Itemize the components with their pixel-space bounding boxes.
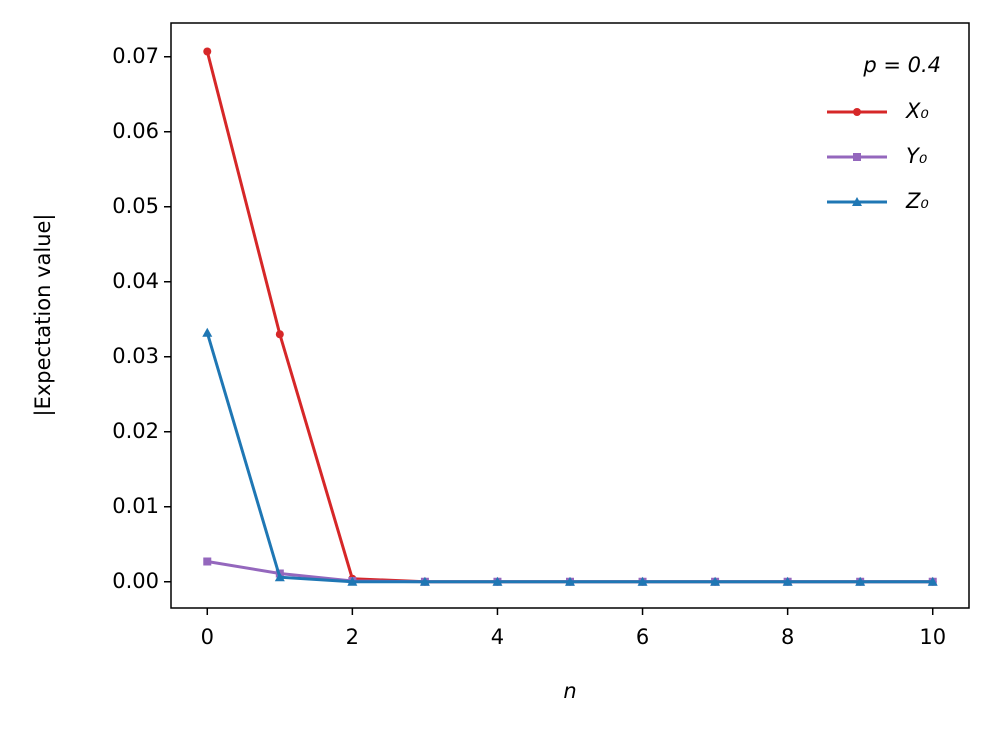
plot-frame	[170, 22, 970, 609]
data-point	[637, 576, 648, 586]
data-point	[347, 576, 358, 586]
data-point	[492, 576, 503, 586]
y-tick-label: 0.01	[112, 494, 159, 518]
x-tick-label: 4	[491, 625, 504, 649]
data-point	[419, 576, 430, 586]
y-tick-label: 0.02	[112, 419, 159, 443]
x-tick-label: 6	[636, 625, 649, 649]
data-point	[275, 330, 284, 339]
data-point	[565, 576, 575, 586]
data-point	[710, 576, 721, 586]
x-tick-label: 10	[919, 625, 946, 649]
x-tick-label: 8	[781, 625, 794, 649]
legend-marker	[853, 108, 861, 116]
data-point	[203, 47, 212, 56]
y-tick-label: 0.04	[112, 269, 159, 293]
legend-label: Y₀	[906, 144, 928, 168]
x-tick-label: 0	[201, 625, 214, 649]
data-point	[203, 557, 212, 566]
data-point	[855, 576, 866, 586]
series-line	[205, 51, 933, 584]
data-point	[274, 572, 285, 582]
x-axis-label: n	[563, 679, 576, 703]
legend-label: X₀	[905, 99, 929, 123]
x-tick-label: 2	[346, 625, 359, 649]
legend-label: Z₀	[905, 189, 929, 213]
legend-marker	[853, 153, 861, 161]
y-tick-label: 0.07	[112, 44, 159, 68]
data-point	[927, 576, 938, 586]
y-axis-label: |Expectation value|	[31, 213, 56, 416]
data-point	[202, 327, 213, 337]
legend-marker	[852, 197, 862, 206]
y-tick-label: 0.00	[112, 569, 159, 593]
y-tick-label: 0.05	[112, 194, 159, 218]
legend-title: p = 0.4	[862, 53, 941, 77]
y-tick-label: 0.03	[112, 344, 159, 368]
y-tick-label: 0.06	[112, 119, 159, 143]
data-point	[782, 576, 793, 586]
